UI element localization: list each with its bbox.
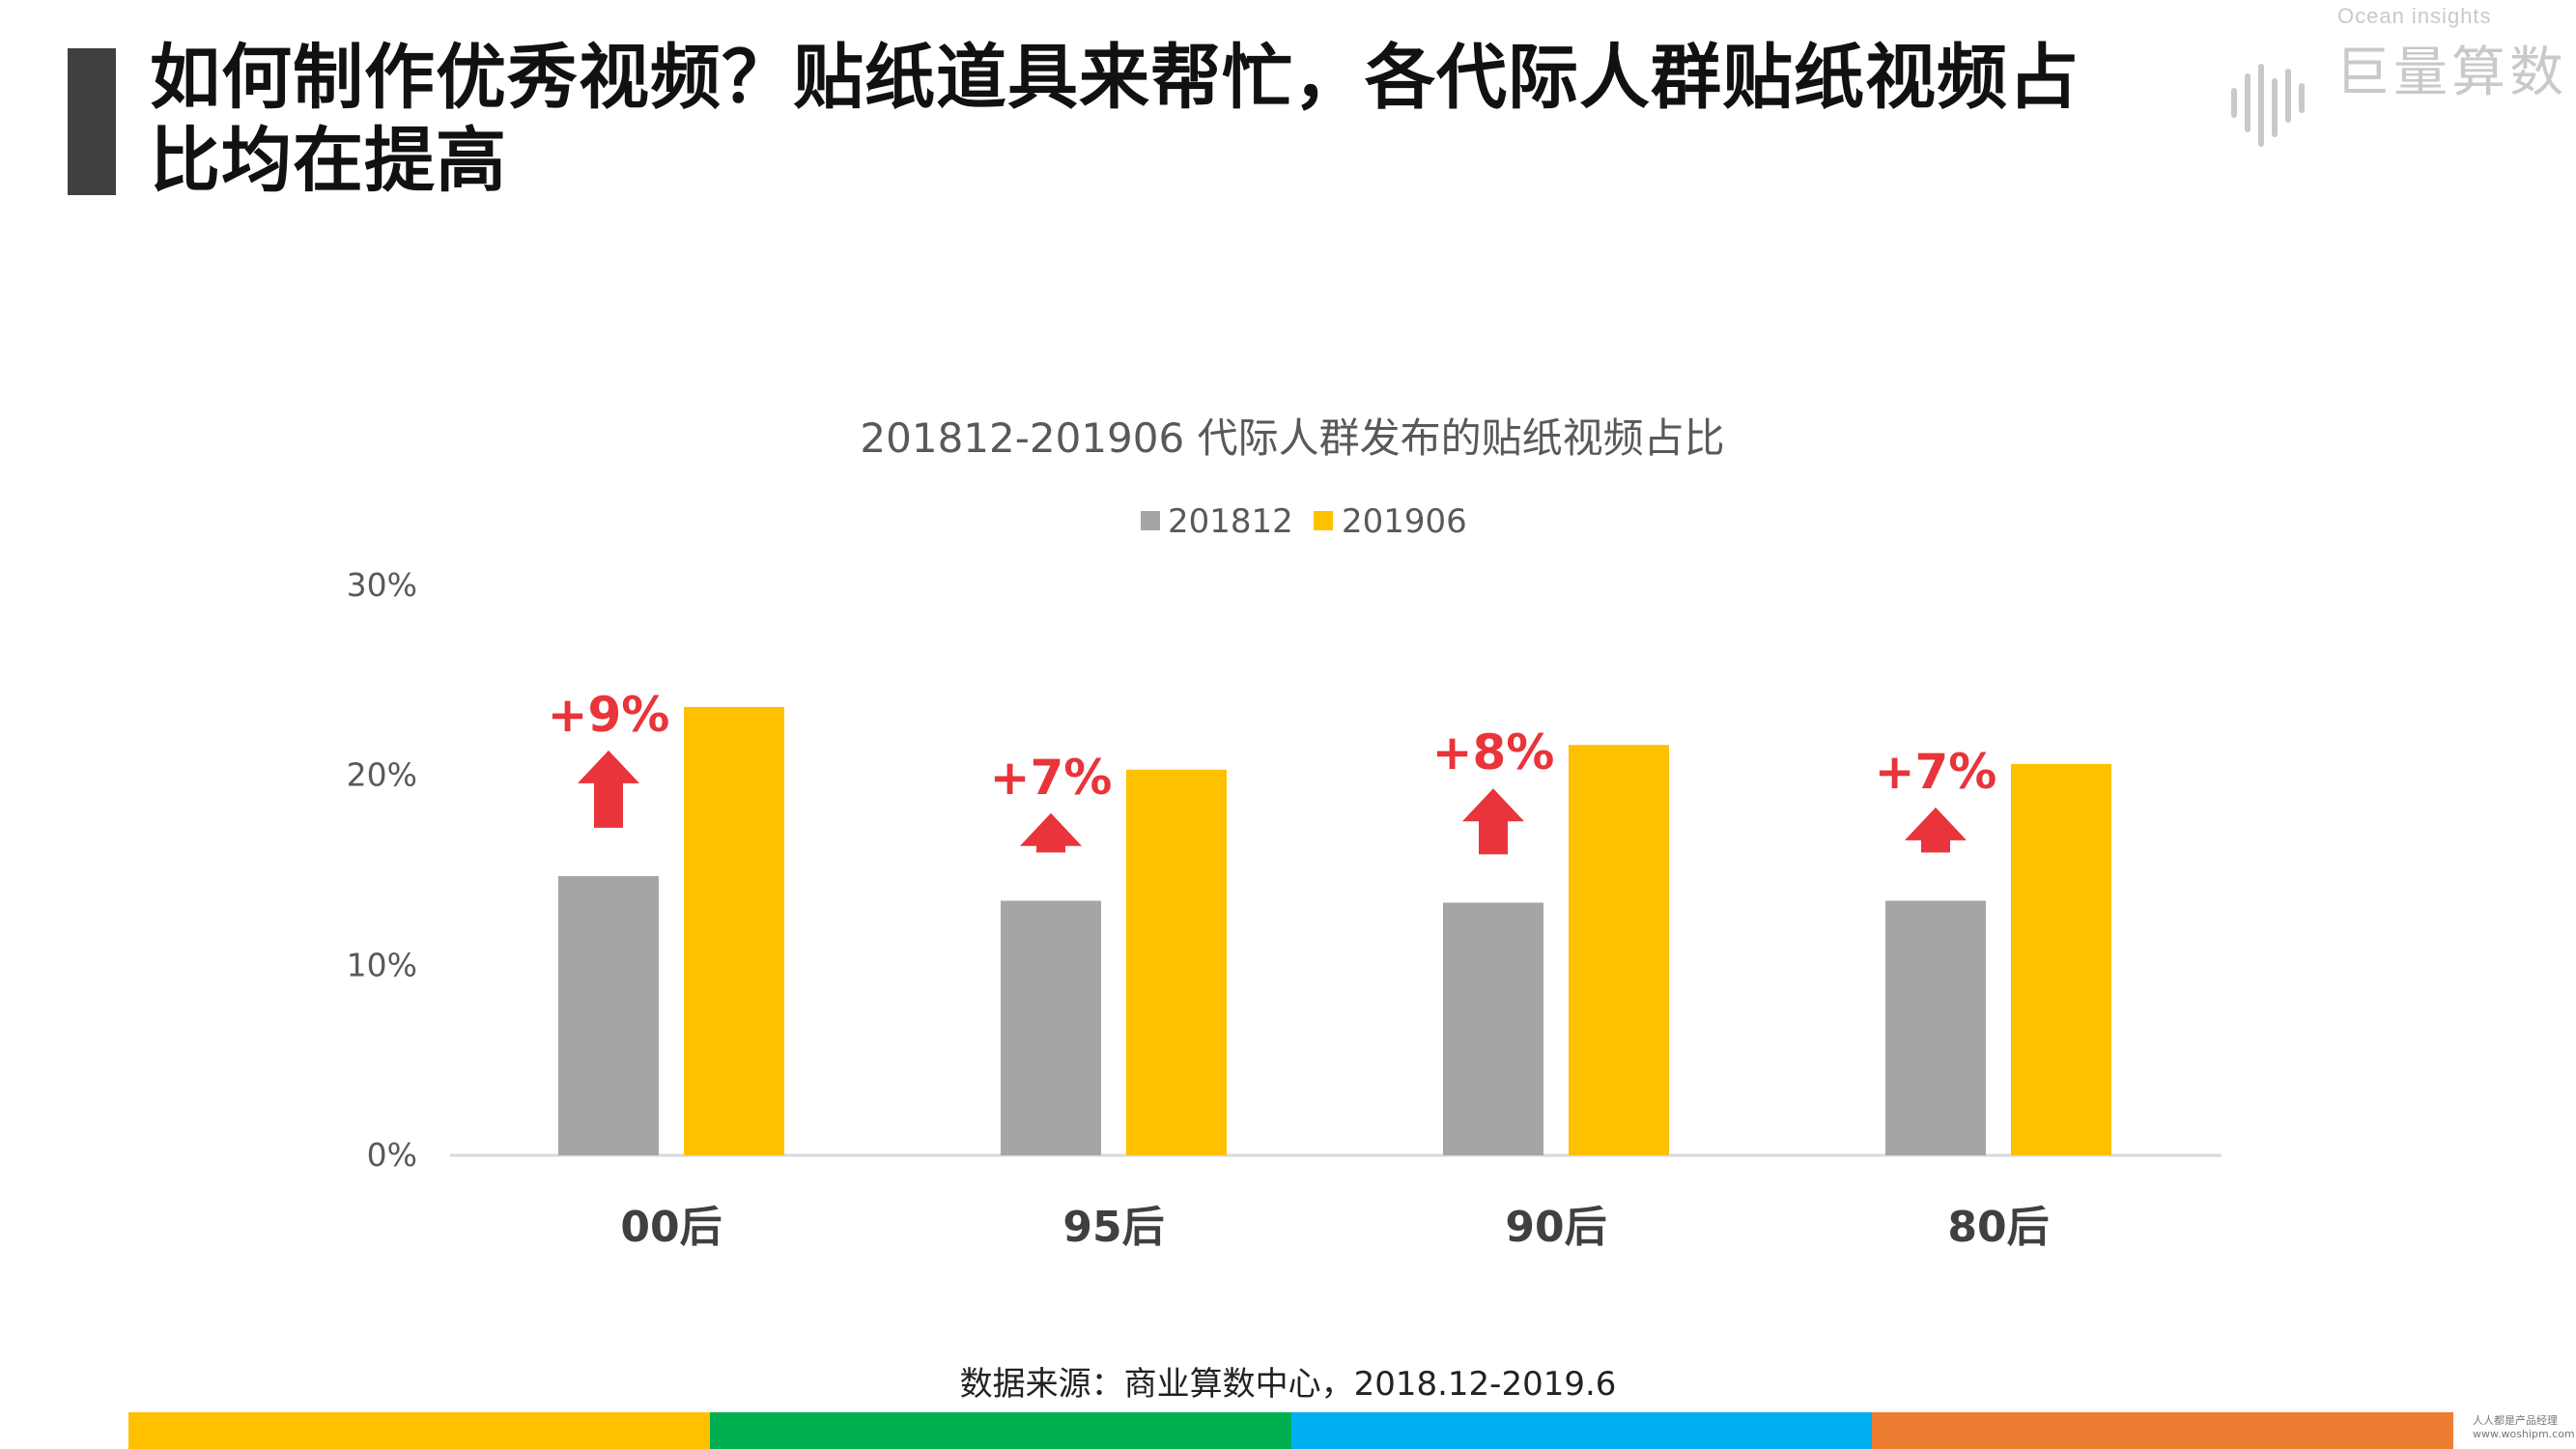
increase-arrow-icon (1462, 788, 1524, 855)
legend-swatch-201812 (1141, 511, 1160, 530)
legend-label-201906: 201906 (1342, 502, 1467, 541)
increase-label: +9% (548, 687, 670, 743)
title-accent-bar (68, 48, 116, 195)
watermark-line1: 人人都是产品经理 (2473, 1414, 2558, 1427)
y-tick-label: 10% (347, 946, 417, 983)
bar-201906 (1126, 769, 1227, 1155)
footer-stripe (1290, 1412, 1873, 1449)
footer-stripe (1872, 1412, 2453, 1449)
source-note: 数据来源：商业算数中心，2018.12-2019.6 (959, 1365, 1617, 1404)
bar-201906 (684, 706, 784, 1155)
bar-chart: 201812-201906 代际人群发布的贴纸视频占比 201812 20190… (347, 414, 2222, 1252)
footer-stripe (128, 1412, 710, 1449)
legend-label-201812: 201812 (1168, 502, 1293, 541)
category-label: 95后 (1062, 1203, 1164, 1252)
chart-title: 201812-201906 代际人群发布的贴纸视频占比 (860, 414, 1724, 462)
bar-201812 (1443, 902, 1543, 1155)
bar-201812 (558, 875, 659, 1155)
bar-201906 (2011, 763, 2111, 1155)
logo-name: 巨量算数 (2335, 42, 2567, 104)
increase-label: +7% (990, 750, 1113, 806)
bar-201906 (1569, 745, 1669, 1155)
footer-stripe (709, 1412, 1291, 1449)
y-tick-label: 30% (347, 566, 417, 604)
bar-201812 (1885, 900, 1986, 1155)
y-tick-label: 0% (367, 1136, 417, 1174)
category-label: 80后 (1947, 1203, 2049, 1252)
increase-arrow-icon (1905, 807, 1967, 853)
legend-swatch-201906 (1314, 511, 1333, 530)
increase-label: +8% (1432, 724, 1555, 781)
page-title: 如何制作优秀视频？贴纸道具来帮忙，各代际人群贴纸视频占比均在提高 (150, 37, 2080, 202)
increase-arrow-icon (1020, 812, 1082, 853)
logo-subtitle: Ocean insights (2337, 4, 2492, 28)
watermark: 人人都是产品经理 www.woshipm.com (2473, 1414, 2575, 1441)
y-tick-label: 20% (347, 756, 417, 794)
increase-label: +7% (1875, 744, 1997, 800)
category-label: 00后 (620, 1203, 722, 1252)
watermark-line2: www.woshipm.com (2473, 1428, 2575, 1440)
category-label: 90后 (1505, 1203, 1606, 1252)
increase-arrow-icon (578, 750, 639, 828)
logo-mark-icon (2231, 64, 2305, 147)
bar-201812 (1001, 900, 1101, 1155)
